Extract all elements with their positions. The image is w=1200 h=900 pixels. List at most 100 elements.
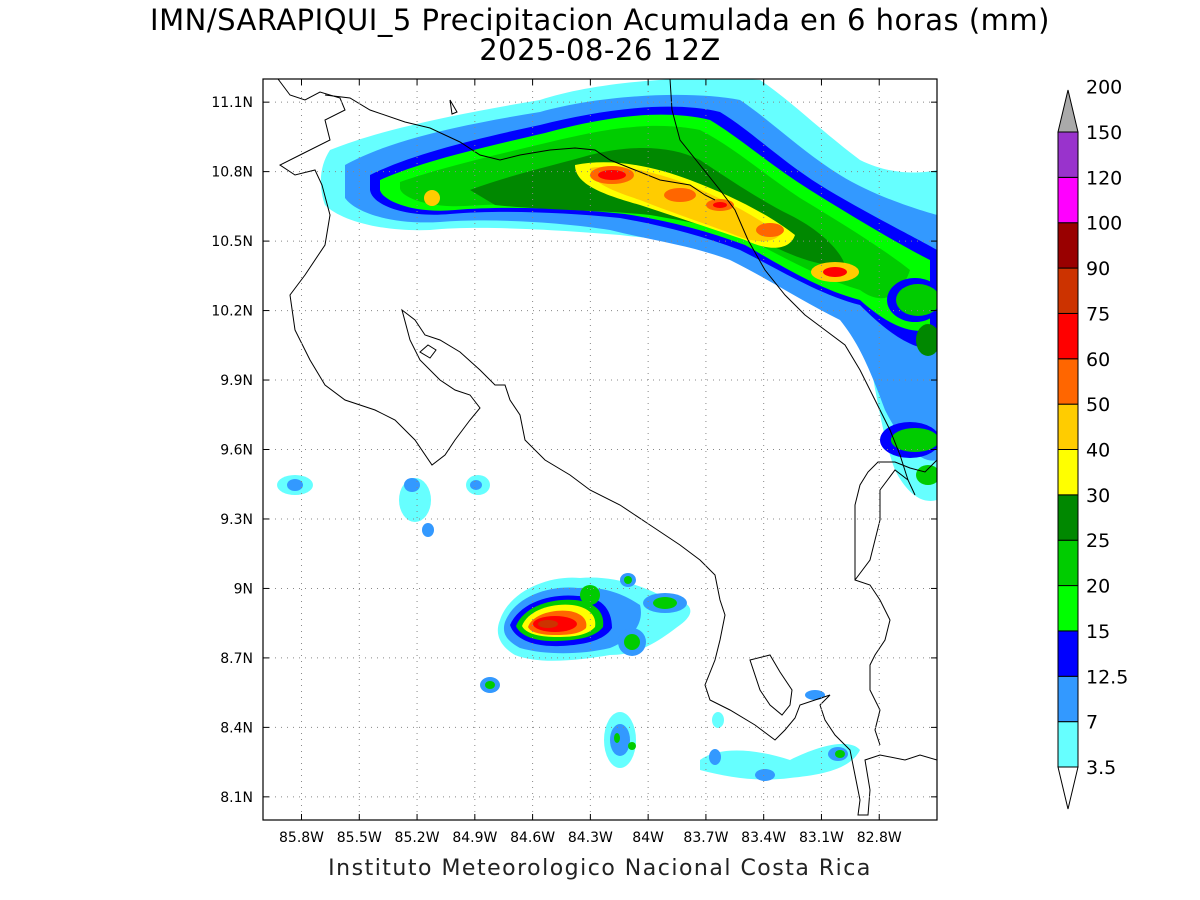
lat-tick-label: 11.1N	[211, 95, 253, 111]
colorbar-level-label: 120	[1086, 167, 1122, 189]
rain-west-3b	[470, 480, 482, 490]
rain-core-60e	[823, 267, 847, 277]
border-nicaragua-costa-rica	[324, 94, 716, 201]
colorbar-level-label: 7	[1086, 712, 1098, 734]
rain-southeast-5	[712, 712, 724, 728]
rain-south-6c	[614, 733, 620, 743]
coastline-nicaragua-pacific	[277, 79, 937, 816]
map-title: IMN/SARAPIQUI_5 Precipitacion Acumulada …	[150, 3, 1050, 37]
colorbar-swatch	[1057, 222, 1079, 269]
lon-tick-label: 85.2W	[395, 830, 440, 846]
rain-south-6d	[628, 742, 636, 750]
rain-southeast-2b	[835, 750, 845, 758]
colorbar-swatch	[1057, 539, 1079, 587]
rain-south-5b	[624, 634, 640, 650]
lon-tick-label: 83.7W	[683, 830, 728, 846]
lat-tick-label: 10.2N	[211, 304, 253, 320]
lat-tick-label: 10.5N	[211, 234, 253, 250]
lat-tick-label: 10.8N	[211, 165, 253, 181]
colorbar-level-label: 3.5	[1086, 757, 1116, 779]
colorbar-swatch	[1057, 267, 1079, 314]
colorbar-level-label: 30	[1086, 485, 1110, 507]
rain-south-7b	[485, 681, 495, 689]
rain-east-3	[916, 465, 937, 485]
colorbar-swatch	[1057, 131, 1079, 178]
colorbar-swatch	[1057, 403, 1079, 450]
lat-tick-label: 8.7N	[220, 651, 253, 667]
coastline-gulf-nicoya-inner	[419, 344, 437, 359]
colorbar-legend: 3.5 7 12.5 15 20 25 30 40 50 60 75 90 100 120 150 200	[1057, 77, 1128, 810]
colorbar-swatch	[1057, 176, 1079, 224]
country-borders	[324, 94, 909, 581]
lon-tick-label: 85.5W	[337, 830, 382, 846]
rain-southeast-3	[709, 749, 721, 765]
map-frame	[262, 78, 938, 821]
rain-southeast-band	[700, 743, 860, 780]
lon-tick-label: 84.9W	[452, 830, 497, 846]
gridlines	[263, 79, 937, 820]
colorbar-level-label: 20	[1086, 576, 1110, 598]
rain-southeast-1	[755, 769, 775, 781]
colorbar-level-label: 60	[1086, 349, 1110, 371]
coastlines	[277, 79, 937, 816]
lat-tick-label: 9.9N	[220, 373, 253, 389]
lat-tick-label: 9.6N	[220, 443, 253, 459]
colorbar-swatch	[1057, 630, 1079, 677]
colorbar-level-label: 25	[1086, 530, 1110, 552]
lon-tick-label: 84W	[632, 830, 664, 846]
rain-west-2b	[404, 478, 420, 492]
colorbar-level-label: 150	[1086, 122, 1122, 144]
latitude-axis: 11.1N 10.8N 10.5N 10.2N 9.9N 9.6N 9.3N 9N 8.7N 8.…	[211, 95, 937, 806]
colorbar-swatch	[1057, 585, 1079, 632]
rain-core-40f	[424, 190, 440, 206]
coastline-caribbean	[669, 79, 916, 496]
colorbar-level-label: 15	[1086, 621, 1110, 643]
colorbar-swatch	[1057, 494, 1079, 541]
rain-south-4b	[624, 576, 632, 584]
colorbar-level-label: 90	[1086, 258, 1110, 280]
colorbar-swatch	[1057, 675, 1079, 723]
coastline-osa	[749, 654, 793, 716]
rain-east-1c	[916, 324, 937, 356]
colorbar-swatch	[1057, 358, 1079, 405]
rain-band-north-40	[590, 166, 780, 242]
rain-east-2b	[891, 428, 937, 452]
rain-south-6b	[610, 724, 630, 756]
colorbar-swatch	[1057, 312, 1079, 360]
lake-nicaragua	[449, 99, 458, 115]
lat-tick-label: 9.3N	[220, 512, 253, 528]
institution-credit: Instituto Meteorologico Nacional Costa R…	[328, 856, 872, 881]
colorbar-level-label: 40	[1086, 440, 1110, 462]
rain-east-1b	[896, 284, 937, 316]
rain-core-50b	[664, 188, 696, 202]
border-costa-rica-panama	[854, 469, 909, 581]
colorbar-over-triangle	[1057, 89, 1079, 133]
lat-tick-label: 8.1N	[220, 790, 253, 806]
rain-core-60b	[713, 202, 727, 208]
colorbar-level-label: 50	[1086, 394, 1110, 416]
lat-tick-label: 8.4N	[220, 720, 253, 736]
map-subtitle-date: 2025-08-26 12Z	[479, 33, 721, 67]
rain-core-60	[598, 170, 626, 180]
colorbar-swatch	[1057, 721, 1079, 768]
precipitation-field	[277, 79, 937, 781]
colorbar-under-triangle	[1057, 766, 1079, 810]
rain-west-2c	[422, 523, 434, 537]
colorbar-level-label: 200	[1086, 77, 1122, 99]
colorbar-level-label: 12.5	[1086, 666, 1128, 688]
lon-tick-label: 84.3W	[568, 830, 613, 846]
lat-tick-label: 9N	[234, 581, 253, 597]
rain-south-3b	[653, 597, 677, 609]
rain-core-50d	[756, 223, 784, 237]
colorbar-level-label: 100	[1086, 213, 1122, 235]
lon-tick-label: 84.6W	[510, 830, 555, 846]
longitude-axis: 85.8W 85.5W 85.2W 84.9W 84.6W 84.3W 84W 83.7W 83…	[279, 79, 902, 846]
colorbar-level-label: 75	[1086, 303, 1110, 325]
lon-tick-label: 83.4W	[741, 830, 786, 846]
lon-tick-label: 83.1W	[799, 830, 844, 846]
rain-south-cell-90	[538, 620, 558, 628]
coastline-bocas	[854, 459, 937, 746]
lon-tick-label: 82.8W	[857, 830, 902, 846]
lon-tick-label: 85.8W	[279, 830, 324, 846]
